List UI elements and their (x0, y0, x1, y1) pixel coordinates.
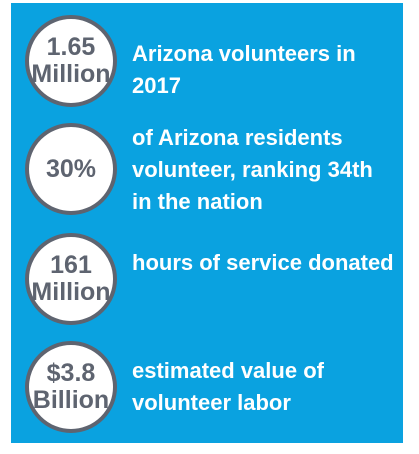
stat-value: 30% (45, 154, 97, 183)
stat-circle: 161 Million (25, 233, 117, 325)
stat-circle: $3.8 Billion (25, 341, 117, 433)
stat-description: of Arizona residents volunteer, ranking … (132, 125, 373, 214)
stat-value: 161 Million (31, 251, 111, 306)
stat-circle: 30% (25, 123, 117, 215)
stat-resident-percentage: 30% of Arizona residents volunteer, rank… (11, 119, 403, 219)
stat-volunteers: 1.65 Million Arizona volunteers in 2017 (11, 11, 403, 111)
stat-description: hours of service donated (132, 250, 394, 275)
stat-service-hours: 161 Million hours of service donated (11, 229, 403, 329)
stat-circle: 1.65 Million (25, 15, 117, 107)
infographic-panel: 1.65 Million Arizona volunteers in 2017 … (11, 3, 403, 443)
stat-description: Arizona volunteers in 2017 (132, 41, 356, 98)
stat-value: 1.65 Million (31, 33, 111, 88)
stat-labor-value: $3.8 Billion estimated value of voluntee… (11, 337, 403, 437)
stat-value: $3.8 Billion (32, 359, 110, 414)
stat-description: estimated value of volunteer labor (132, 358, 324, 415)
